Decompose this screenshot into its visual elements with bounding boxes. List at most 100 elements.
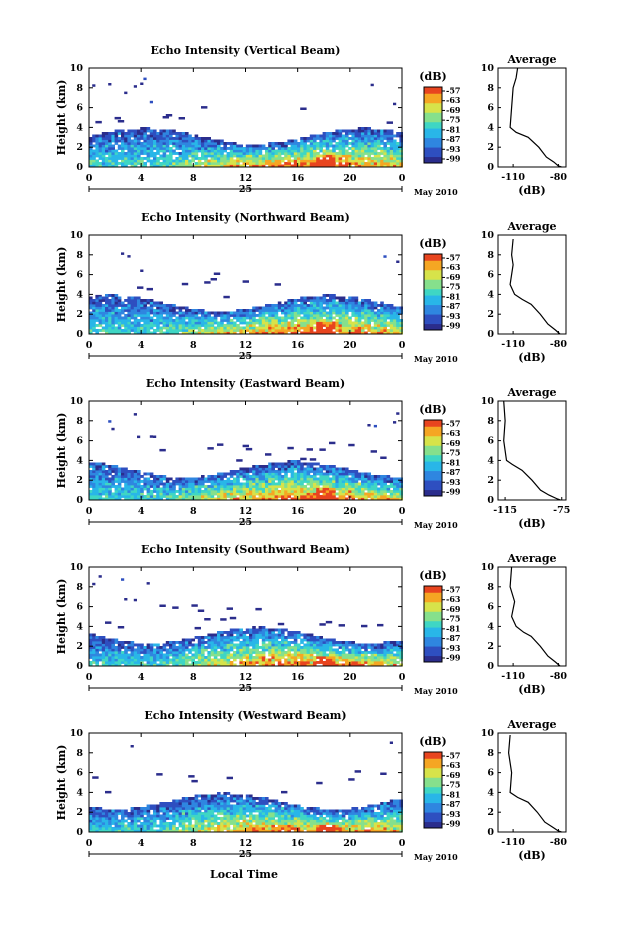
heatmap-cell <box>313 477 317 481</box>
heatmap-cell <box>143 324 147 327</box>
heatmap-cell <box>117 490 122 493</box>
heatmap-cell <box>361 306 365 310</box>
heatmap-cell <box>178 329 183 332</box>
heatmap-cell <box>108 470 112 473</box>
heatmap-cell <box>377 663 381 667</box>
heatmap-cell <box>348 656 352 659</box>
heatmap-cell <box>309 663 314 667</box>
heatmap-cell <box>140 149 144 153</box>
heatmap-cell <box>277 628 282 632</box>
heatmap-cell <box>114 311 119 315</box>
heatmap-cell <box>149 492 154 496</box>
heatmap-cell <box>261 490 266 493</box>
heatmap-cell <box>265 661 269 664</box>
heatmap-cell <box>165 314 170 317</box>
heatmap-cell <box>255 638 259 642</box>
heatmap-cell <box>277 144 282 148</box>
heatmap-cell <box>351 162 355 165</box>
month-label: May 2010 <box>414 187 458 197</box>
heatmap-cell <box>121 641 125 644</box>
heatmap-cell <box>98 482 103 486</box>
heatmap-cell <box>153 663 157 667</box>
heatmap-cell <box>153 301 157 305</box>
heatmap-cell <box>277 643 282 647</box>
heatmap-cell <box>137 134 141 138</box>
heatmap-cell <box>386 658 391 662</box>
heatmap-cell <box>309 159 314 163</box>
heatmap-cell <box>271 658 275 662</box>
heatmap-cell <box>373 149 378 153</box>
heatmap-cell <box>345 656 349 659</box>
heatmap-cell <box>175 490 179 493</box>
heatmap-cell <box>306 462 311 466</box>
heatmap-cell <box>140 326 144 330</box>
heatmap-cell <box>133 321 138 325</box>
avg-y-tick-label: 6 <box>487 602 494 613</box>
heatmap-cell <box>332 475 336 478</box>
heatmap-cell <box>140 157 144 160</box>
heatmap-cell <box>108 309 112 312</box>
heatmap-cell <box>194 636 199 639</box>
heatmap-cell <box>319 497 323 501</box>
heatmap-cell <box>89 633 93 637</box>
heatmap-cell <box>156 157 160 160</box>
heatmap-cell <box>159 331 163 335</box>
heatmap-cell <box>277 159 282 163</box>
heatmap-cell <box>149 648 154 652</box>
heatmap-cell <box>133 495 138 498</box>
heatmap-cell <box>396 144 400 148</box>
heatmap-cell <box>178 117 185 120</box>
heatmap-cell <box>329 487 333 491</box>
heatmap-cell <box>399 306 403 310</box>
heatmap-cell <box>146 159 151 163</box>
heatmap-cell <box>303 314 307 317</box>
heatmap-cell <box>149 134 154 138</box>
heatmap-cell <box>351 651 355 654</box>
heatmap-cell <box>188 487 192 491</box>
heatmap-cell <box>252 485 256 488</box>
heatmap-cell <box>354 134 359 138</box>
heatmap-cell <box>268 314 272 317</box>
heatmap-cell <box>364 492 368 496</box>
heatmap-cell <box>223 638 227 642</box>
heatmap-cell <box>306 314 311 317</box>
heatmap-cell <box>124 152 128 155</box>
colorbar-segment <box>424 620 442 625</box>
heatmap-cell <box>274 309 279 312</box>
y-axis-label: Height (km) <box>55 247 68 323</box>
heatmap-cell <box>127 309 131 312</box>
month-label: May 2010 <box>414 520 458 530</box>
heatmap-cell <box>159 309 163 312</box>
heatmap-cell <box>316 319 320 322</box>
heatmap-cell <box>338 149 343 153</box>
heatmap-cell <box>306 152 311 155</box>
heatmap-cell <box>303 648 307 652</box>
heatmap-cell <box>325 306 330 310</box>
heatmap-cell <box>210 480 215 483</box>
heatmap-cell <box>181 321 186 325</box>
heatmap-cell <box>370 159 375 163</box>
heatmap-cell <box>341 142 346 145</box>
heatmap-cell <box>249 638 253 642</box>
heatmap-cell <box>361 147 365 150</box>
heatmap-cell <box>101 646 106 649</box>
heatmap-cell <box>373 646 378 649</box>
heatmap-cell <box>357 152 362 155</box>
heatmap-cell <box>233 485 237 488</box>
heatmap-cell <box>284 492 288 496</box>
heatmap-cell <box>261 497 266 501</box>
heatmap-cell <box>393 319 397 322</box>
colorbar-segment <box>424 257 442 261</box>
heatmap-cell <box>185 162 189 165</box>
heatmap-cell <box>223 487 227 491</box>
heatmap-cell <box>178 661 183 664</box>
heatmap-cell <box>389 658 394 662</box>
heatmap-cell <box>396 324 400 327</box>
heatmap-cell <box>188 480 192 483</box>
heatmap-cell <box>377 157 381 160</box>
heatmap-cell <box>226 482 231 486</box>
heatmap-cell <box>207 656 211 659</box>
heatmap-cell <box>98 319 103 322</box>
heatmap-cell <box>159 646 163 649</box>
heatmap-cell <box>373 306 378 310</box>
